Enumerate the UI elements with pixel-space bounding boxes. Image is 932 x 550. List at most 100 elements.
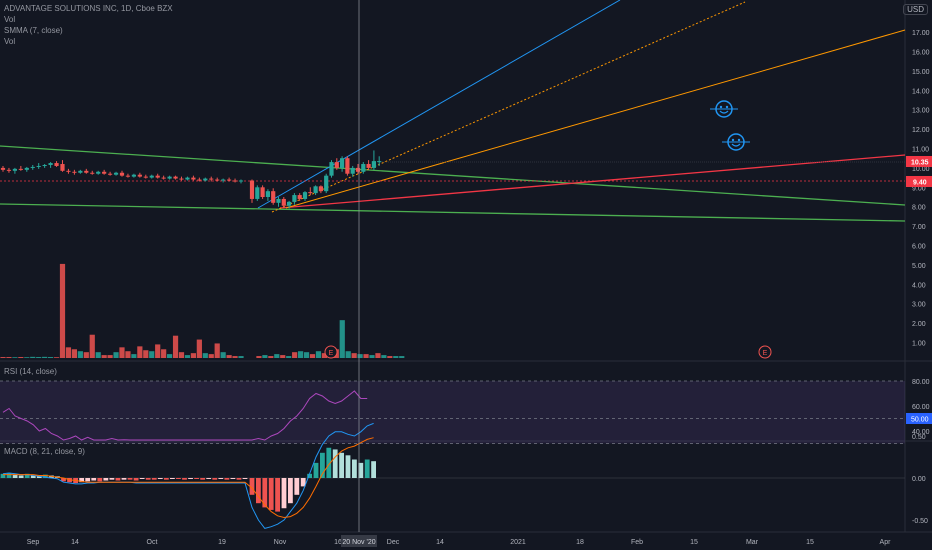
candle-body — [308, 192, 313, 194]
volume-bar — [298, 351, 304, 358]
rsi-tick-label: 40.00 — [912, 429, 930, 436]
candle-body — [6, 169, 12, 171]
candle-body — [334, 162, 339, 168]
smiley-drawing-2-eye — [731, 138, 735, 142]
macd-histogram-bar — [206, 478, 212, 479]
candle-body — [260, 187, 265, 197]
macd-histogram-bar — [294, 478, 300, 495]
current-price-label: 10.35 — [911, 160, 929, 167]
volume-bar — [184, 355, 191, 358]
candle-body — [227, 179, 232, 181]
candle-body — [143, 176, 148, 178]
rsi-band — [0, 381, 905, 444]
volume-bar — [30, 356, 36, 358]
volume-bar — [381, 355, 387, 358]
candle-body — [302, 192, 308, 199]
candle-body — [0, 167, 6, 170]
time-tick-label: Oct — [147, 539, 158, 546]
macd-histogram-bar — [358, 462, 364, 478]
volume-bar — [280, 355, 286, 358]
candle-body — [131, 174, 136, 177]
trend-line-blue — [257, 0, 621, 209]
price-tick-label: 13.00 — [912, 108, 930, 115]
candle-body — [155, 175, 160, 178]
time-tick-label: 19 — [218, 539, 226, 546]
vol-legend-2: Vol — [4, 37, 16, 46]
macd-histogram-bar — [224, 478, 230, 480]
candle-body — [66, 170, 71, 172]
macd-signal-line — [3, 437, 374, 519]
time-tick-label: 14 — [436, 539, 444, 546]
macd-legend: MACD (8, 21, close, 9) — [4, 447, 85, 456]
price-tick-label: 5.00 — [912, 263, 926, 270]
macd-histogram-bar — [24, 473, 30, 478]
vol-legend: Vol — [4, 15, 16, 24]
candle-body — [72, 171, 77, 173]
smma-legend: SMMA (7, close) — [4, 26, 63, 35]
volume-bar — [119, 347, 125, 358]
macd-histogram-bar — [339, 452, 344, 478]
macd-histogram-bar — [139, 478, 145, 479]
macd-histogram-bar — [85, 478, 91, 482]
candle-body — [18, 168, 23, 170]
volume-bar — [321, 353, 327, 358]
macd-histogram-bar — [103, 478, 109, 481]
volume-bar — [268, 356, 274, 358]
volume-bar — [137, 346, 143, 358]
macd-histogram-bar — [200, 478, 206, 480]
candle-body — [340, 158, 345, 168]
time-tick-label: Dec — [387, 539, 400, 546]
volume-bar — [220, 352, 226, 358]
volume-bar — [375, 353, 381, 358]
candle-body — [173, 176, 178, 179]
candle-body — [36, 165, 41, 167]
volume-bar — [48, 357, 54, 358]
volume-bar — [202, 353, 208, 358]
candle-body — [167, 176, 172, 179]
volume-bar — [226, 355, 232, 358]
crosshair-date-badge — [341, 535, 377, 547]
macd-histogram-bar — [170, 478, 175, 479]
time-tick-label: Nov — [274, 539, 287, 546]
volume-bar — [303, 352, 310, 358]
currency-button[interactable]: USD — [903, 4, 928, 15]
candle-body — [355, 167, 361, 172]
volume-bar — [178, 352, 185, 358]
macd-histogram-bar — [352, 459, 357, 478]
candle-body — [42, 164, 47, 166]
smiley-drawing-1-eye — [719, 105, 723, 109]
macd-histogram-bar — [218, 478, 224, 479]
macd-histogram-bar — [194, 478, 199, 479]
price-tick-label: 9.00 — [912, 185, 926, 192]
price-tick-label: 16.00 — [912, 50, 930, 57]
volume-bar — [89, 334, 95, 358]
macd-histogram-bar — [91, 478, 97, 481]
volume-bar — [36, 357, 42, 358]
candle-body — [276, 198, 281, 203]
candle-body — [238, 180, 244, 182]
macd-histogram-bar — [230, 478, 236, 479]
candle-body — [113, 172, 119, 175]
price-tick-label: 6.00 — [912, 244, 926, 251]
price-tick-label: 14.00 — [912, 88, 930, 95]
rsi-value-badge — [906, 413, 932, 424]
candle-body — [221, 179, 226, 181]
candle-body — [78, 170, 83, 173]
macd-histogram-bar — [300, 478, 306, 487]
candle-body — [255, 187, 260, 199]
macd-histogram-bar — [345, 455, 351, 478]
time-tick-label: Sep — [27, 539, 40, 546]
smiley-drawing-1-eye — [725, 105, 729, 109]
price-tick-label: 10.00 — [912, 166, 930, 173]
macd-histogram-bar — [313, 462, 319, 478]
candle-body — [287, 201, 292, 206]
candle-body — [249, 180, 255, 199]
volume-bar — [167, 354, 173, 358]
volume-bar — [309, 354, 316, 358]
candle-body — [90, 172, 95, 174]
current-price-badge — [906, 156, 932, 167]
macd-histogram-bar — [364, 459, 370, 478]
volume-bar — [53, 357, 60, 358]
macd-histogram-bar — [326, 447, 332, 478]
